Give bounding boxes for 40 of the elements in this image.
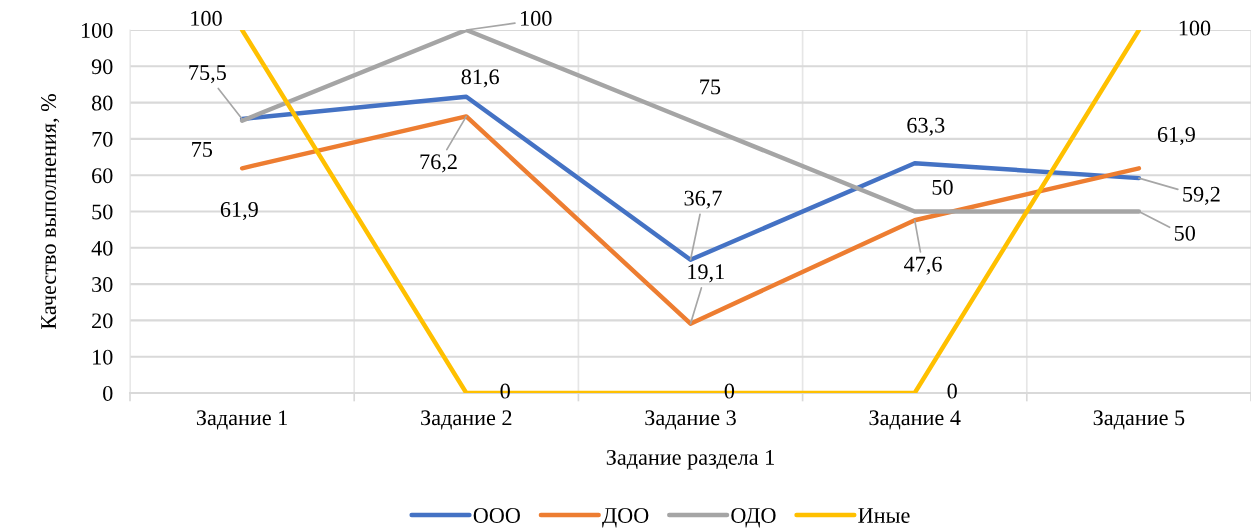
x-tick-label: Задание 4 (869, 410, 961, 430)
data-label: 61,9 (1157, 126, 1195, 146)
data-label: 75 (700, 79, 721, 95)
data-label: 63,3 (907, 117, 945, 136)
data-label: 100 (521, 10, 552, 26)
y-tick-label: 10 (93, 349, 113, 365)
y-tick-label: 90 (91, 59, 113, 75)
data-label: 61,9 (220, 201, 258, 221)
y-tick-label: 20 (92, 313, 113, 329)
y-tick-label: 50 (92, 204, 113, 220)
data-label: 75,5 (189, 65, 226, 84)
legend-label: ОДО (731, 507, 776, 528)
data-label: 100 (191, 10, 222, 26)
y-tick-label: 30 (92, 277, 113, 293)
y-tick-label: 40 (91, 240, 113, 256)
x-tick-label: Задание 2 (421, 410, 512, 430)
y-axis-title: Качество выполнения, % (41, 94, 60, 329)
data-label: 47,6 (904, 256, 942, 275)
data-label: 75 (192, 142, 213, 157)
data-label: 19,1 (688, 264, 724, 283)
legend-label: ДОО (602, 507, 649, 528)
y-tick-label: 80 (91, 95, 113, 111)
data-label: 50 (1174, 225, 1195, 241)
data-label: 100 (1179, 20, 1211, 36)
data-label: 36,7 (684, 190, 722, 209)
legend-label: Иные (858, 508, 910, 523)
data-label: 59,2 (1183, 186, 1220, 205)
y-tick-label: 60 (92, 168, 113, 184)
data-label: 81,6 (461, 69, 499, 88)
x-axis-title: Задание раздела 1 (606, 449, 774, 470)
y-tick-label: 100 (81, 22, 113, 38)
x-tick-label: Задание 1 (196, 410, 288, 430)
y-tick-label: 70 (92, 131, 113, 147)
data-label: 50 (932, 179, 953, 195)
x-tick-label: Задание 5 (1093, 410, 1185, 430)
legend-label: ООО (473, 507, 520, 523)
y-tick-label: 0 (103, 385, 113, 401)
data-label: 0 (947, 383, 957, 399)
data-label: 76,2 (420, 154, 457, 173)
x-tick-label: Задание 3 (645, 410, 736, 430)
